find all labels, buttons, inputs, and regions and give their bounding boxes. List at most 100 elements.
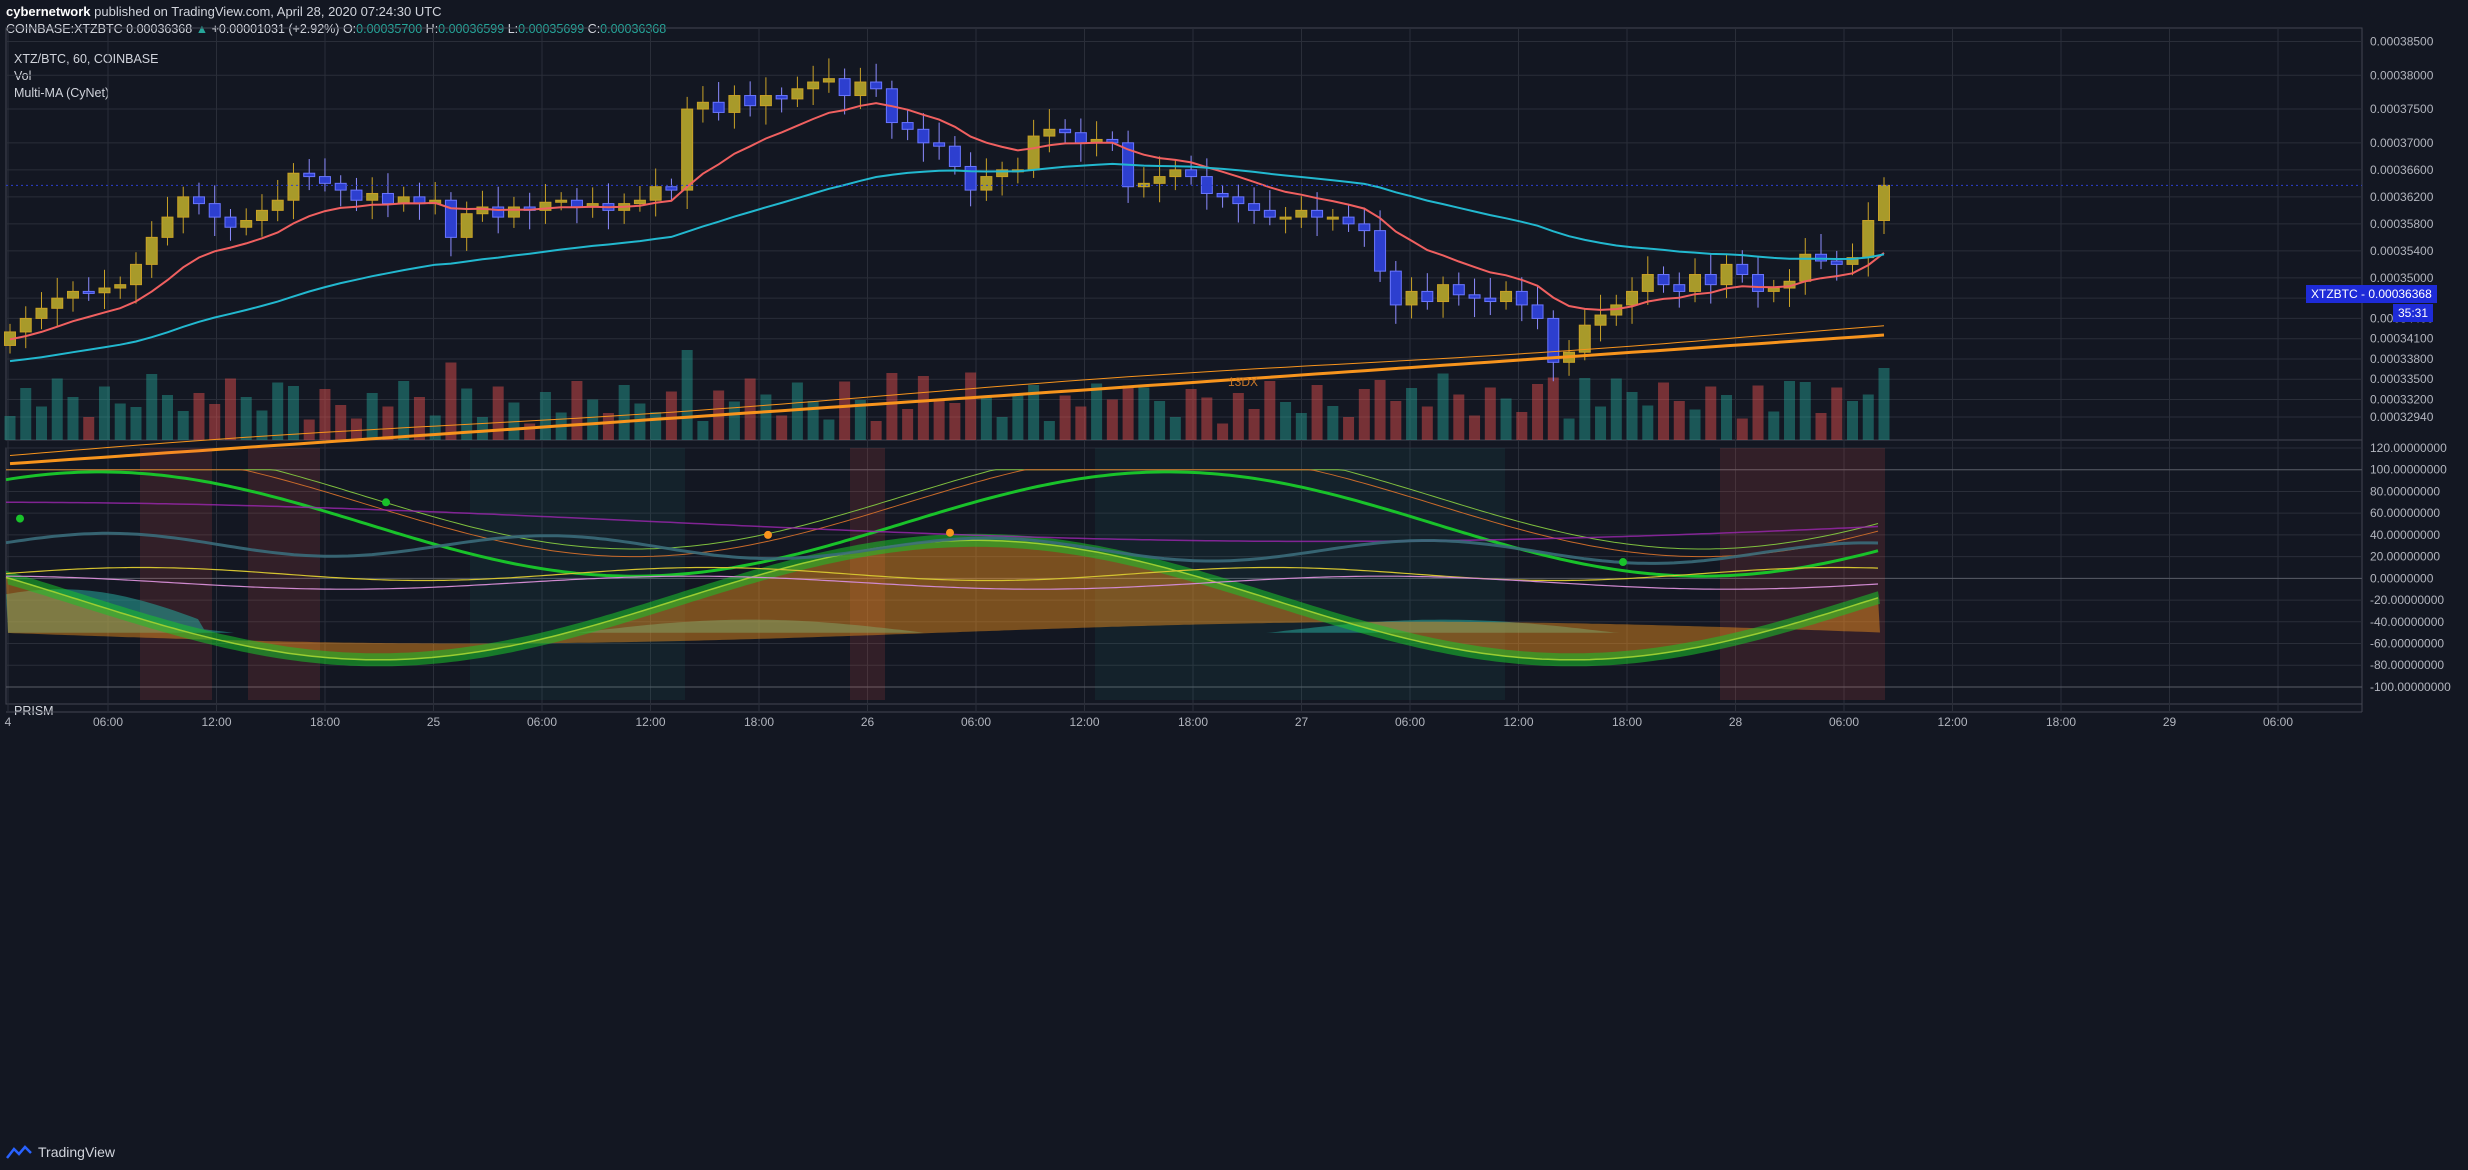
close-label: C: [587, 22, 601, 36]
candle-body [1752, 274, 1765, 292]
legend-volume[interactable]: Vol [14, 69, 32, 83]
candle-body [1547, 317, 1560, 363]
candle-body [570, 199, 583, 208]
volume-bar [445, 362, 457, 440]
candle-body [318, 176, 331, 184]
volume-bar [1122, 385, 1134, 440]
x-tick-label: 25 [427, 715, 441, 729]
prism-signal-dot [1619, 558, 1627, 567]
candle-body [964, 165, 977, 191]
volume-bar [224, 378, 236, 440]
price-tag: XTZBTC - 0.00036368 [2306, 285, 2437, 303]
prism-zone-red [140, 448, 212, 700]
prism-y-tick-label: -100.00000000 [2370, 680, 2451, 694]
candle-body [350, 189, 363, 201]
prism-signal-dot [946, 528, 954, 537]
volume-bar [1563, 418, 1575, 440]
x-tick-label: 06:00 [1829, 715, 1859, 729]
volume-bar [854, 400, 866, 440]
volume-bar [272, 382, 284, 440]
prism-signal-dot [764, 530, 772, 539]
prism-yellow-line [5, 566, 1879, 582]
prism-green-band [6, 533, 1880, 667]
candle-body [1673, 284, 1686, 292]
y-tick-label: 0.00037000 [2370, 136, 2434, 150]
candle-body [460, 213, 473, 238]
candle-body [555, 199, 568, 203]
volume-bar [146, 374, 158, 440]
volume-bar [760, 394, 772, 440]
up-arrow-icon: ▲ [195, 22, 209, 36]
x-tick-label: 12:00 [201, 715, 231, 729]
volume-bar [1264, 381, 1276, 440]
prism-y-tick-label: 120.00000000 [2370, 441, 2447, 455]
candle-body [1515, 290, 1528, 306]
volume-bar [1421, 406, 1433, 440]
open-label: O: [342, 22, 357, 36]
volume-bar [1185, 389, 1197, 440]
candle-body [334, 182, 347, 191]
candle-body [1405, 290, 1418, 306]
candle-body [838, 78, 851, 97]
volume-bar [902, 409, 914, 440]
volume-bar [886, 373, 898, 440]
symbol: COINBASE:XTZBTC [6, 22, 123, 36]
x-tick-label: 27 [1295, 715, 1309, 729]
candle-body [822, 78, 835, 83]
candle-body [1216, 192, 1229, 198]
volume-bar [1437, 373, 1449, 440]
candle-body [1878, 184, 1890, 221]
volume-bar [728, 401, 740, 440]
volume-bar [83, 417, 95, 440]
volume-bar [571, 381, 583, 440]
ema-fast-line [9, 102, 1885, 341]
legend-prism[interactable]: PRISM [14, 704, 54, 718]
y-tick-label: 0.00036600 [2370, 163, 2434, 177]
candle-body [1578, 324, 1591, 353]
volume-bar [1815, 413, 1827, 440]
prism-teal-area [6, 589, 1880, 633]
legend-multi-ma[interactable]: Multi-MA (CyNet) [14, 86, 110, 100]
volume-bar [35, 406, 47, 440]
candle-body [744, 95, 757, 107]
candle-body [1263, 209, 1276, 218]
volume-bar [287, 386, 299, 440]
volume-bar [20, 388, 32, 440]
volume-bar [303, 419, 315, 440]
last-price: 0.00036368 [126, 22, 193, 36]
volume-bar [1311, 385, 1323, 440]
volume-bar [618, 385, 630, 440]
volume-bar [1532, 384, 1544, 440]
volume-bar [1878, 368, 1890, 440]
volume-bar [1799, 382, 1811, 440]
candle-body [303, 172, 316, 178]
volume-bar [1295, 413, 1307, 440]
volume-bar [67, 397, 79, 440]
published-text: published on TradingView.com, April 28, … [94, 4, 442, 19]
candle-body [1374, 230, 1387, 272]
volume-bar [1201, 397, 1213, 440]
volume-bar [256, 410, 268, 440]
legend-symbol[interactable]: XTZ/BTC, 60, COINBASE [14, 52, 159, 66]
candle-body [1720, 263, 1733, 286]
footer-brand[interactable]: TradingView [6, 1140, 115, 1164]
volume-bar [366, 393, 378, 440]
prism-upper-line [6, 469, 1879, 550]
publisher-name[interactable]: cybernetwork [6, 4, 91, 19]
volume-bar [823, 419, 835, 440]
high-value: 0.00036599 [438, 22, 505, 36]
candle-body [1689, 274, 1702, 292]
candle-body [476, 206, 489, 215]
x-tick-label: 12:00 [1503, 715, 1533, 729]
x-tick-label: 26 [861, 715, 875, 729]
volume-bar [209, 404, 221, 440]
candle-body [870, 81, 883, 90]
candle-body [240, 219, 253, 228]
volume-bar [1831, 387, 1843, 440]
prism-y-tick-label: 100.00000000 [2370, 463, 2447, 477]
countdown-tag: 35:31 [2393, 304, 2434, 322]
candle-body [807, 81, 820, 90]
high-label: H: [425, 22, 439, 36]
x-tick-label: 12:00 [635, 715, 665, 729]
